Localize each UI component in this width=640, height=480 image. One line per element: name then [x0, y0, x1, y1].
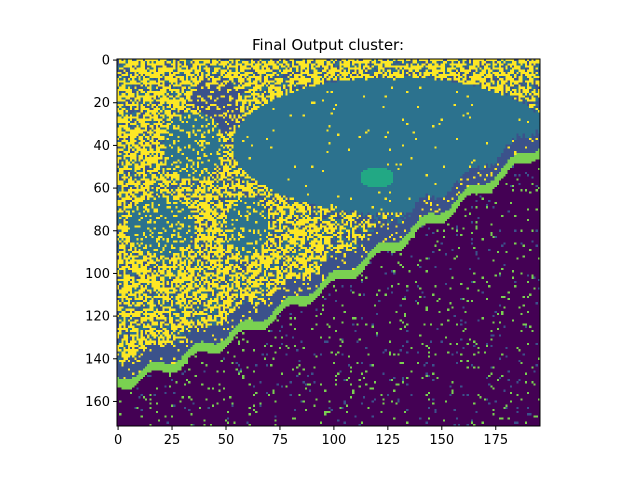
x-tick-label: 25: [164, 433, 181, 448]
y-tick-label: 100: [85, 267, 110, 282]
y-tick-label: 140: [85, 352, 110, 367]
x-tick-label: 150: [429, 433, 454, 448]
plot-area: [117, 59, 540, 426]
y-axis: 0 20 40 60 80 100 120 140 160: [85, 54, 117, 410]
x-tick-label: 50: [218, 433, 235, 448]
y-tick-label: 40: [93, 139, 110, 154]
axes-frame: [116, 58, 541, 427]
x-tick-label: 100: [321, 433, 346, 448]
y-tick-label: 0: [102, 54, 110, 69]
y-tick-label: 20: [93, 96, 110, 111]
heatmap-image: [117, 59, 540, 426]
x-tick-label: 125: [375, 433, 400, 448]
x-tick-label: 75: [272, 433, 289, 448]
x-axis: 0 25 50 75 100 125 150 175: [114, 426, 508, 448]
y-tick-label: 160: [85, 395, 110, 410]
chart-title: Final Output cluster:: [252, 36, 404, 54]
y-tick-label: 60: [93, 182, 110, 197]
x-tick-label: 0: [114, 433, 122, 448]
x-tick-label: 175: [483, 433, 508, 448]
y-tick-label: 80: [93, 224, 110, 239]
y-tick-label: 120: [85, 310, 110, 325]
